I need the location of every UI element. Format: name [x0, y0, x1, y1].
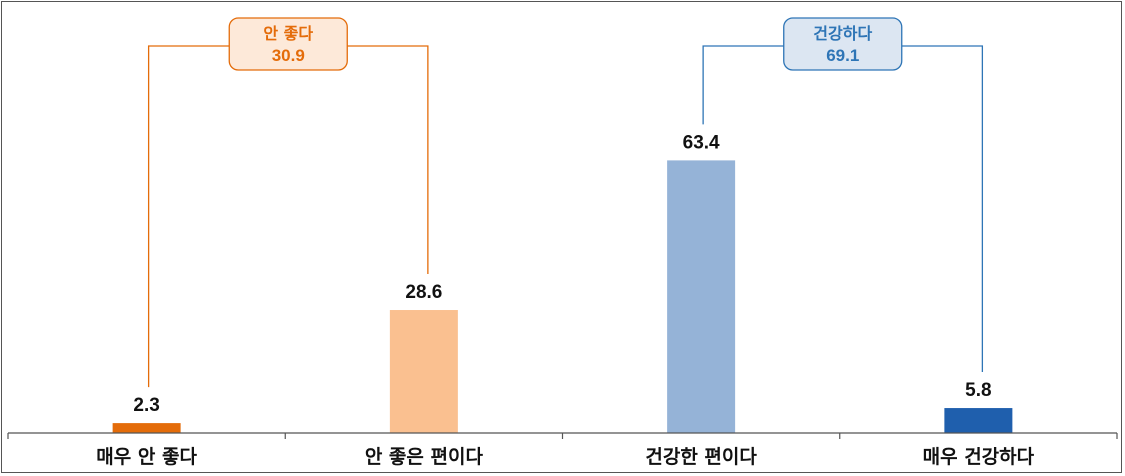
group-summary-box-1 — [228, 17, 348, 71]
category-label-2: 안 좋은 편이다 — [365, 446, 484, 468]
bar-4 — [944, 408, 1013, 433]
group-summary-box-2 — [783, 17, 903, 71]
labels: 2.3 매우 안 좋다 28.6 안 좋은 편이다 63.4 건강한 편이다 5.8 매우 건… — [96, 132, 1034, 468]
group-bracket-2 — [702, 45, 984, 373]
value-label-1: 2.3 — [133, 395, 159, 416]
category-label-3: 건강한 편이다 — [645, 446, 757, 468]
group-brackets: 안 좋다 30.9 건강하다 69.1 — [147, 17, 984, 388]
group-label-1: 안 좋다 — [263, 24, 313, 43]
group-value-2: 69.1 — [826, 46, 859, 65]
group-label-2: 건강하다 — [813, 24, 872, 43]
bar-3 — [667, 160, 736, 433]
category-label-1: 매우 안 좋다 — [96, 446, 197, 468]
value-label-2: 28.6 — [405, 282, 442, 303]
group-bracket-1 — [147, 45, 429, 388]
bar-2 — [389, 310, 458, 433]
group-value-1: 30.9 — [272, 46, 305, 65]
value-label-3: 63.4 — [683, 132, 720, 153]
bars — [112, 160, 1013, 433]
category-label-4: 매우 건강하다 — [923, 446, 1035, 468]
bar-1 — [112, 423, 181, 433]
value-label-4: 5.8 — [965, 380, 991, 401]
x-axis — [7, 432, 1118, 439]
